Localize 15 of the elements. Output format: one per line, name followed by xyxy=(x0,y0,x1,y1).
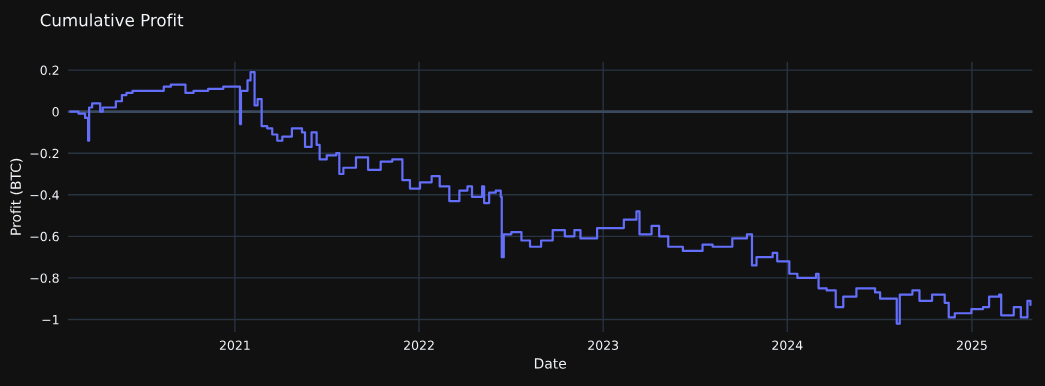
x-tick-label: 2023 xyxy=(588,340,619,350)
y-tick-label: −0.6 xyxy=(30,231,59,242)
y-tick-label: 0 xyxy=(52,107,59,117)
x-tick-label: 2022 xyxy=(404,340,434,350)
x-tick-label: 2025 xyxy=(956,340,987,350)
x-axis-title: Date xyxy=(534,358,567,369)
y-tick-label: −0.4 xyxy=(30,190,59,200)
y-tick-label: 0.2 xyxy=(40,65,59,75)
x-tick-label: 2021 xyxy=(219,340,250,350)
y-tick-label: −1 xyxy=(42,315,59,325)
x-tick-label: 2024 xyxy=(772,340,803,350)
y-axis-title: Profit (BTC) xyxy=(10,158,23,235)
chart-title: Cumulative Profit xyxy=(40,13,184,27)
y-tick-label: −0.2 xyxy=(30,148,59,159)
y-tick-label: −0.8 xyxy=(30,273,59,283)
